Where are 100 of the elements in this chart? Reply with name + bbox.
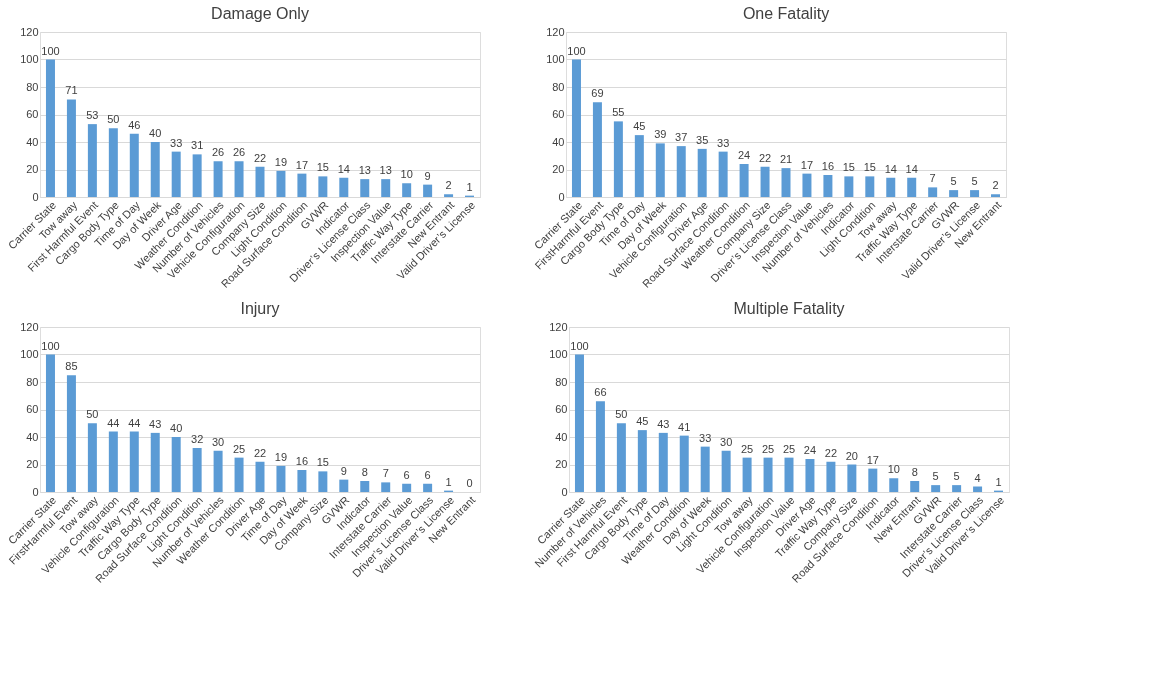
bar [66,375,76,492]
data-label: 10 [400,168,413,181]
data-label: 66 [594,386,607,399]
bar [423,483,433,492]
bar [676,146,686,197]
data-label: 9 [340,464,347,477]
bar [66,99,76,197]
data-label: 100 [41,44,60,57]
bar [423,184,433,197]
data-label: 71 [65,84,78,97]
bar [991,194,1001,197]
data-label: 22 [253,151,267,164]
bar [45,354,55,492]
data-label: 4 [974,471,981,484]
bar [108,431,118,492]
bar [613,121,623,197]
bar [276,465,286,492]
bar [297,173,307,197]
data-label: 14 [337,162,350,175]
bar [742,457,752,492]
data-label: 35 [696,133,709,146]
y-tick-label: 40 [555,430,568,443]
y-tick-label: 40 [26,430,39,443]
bar [360,179,370,197]
data-label: 53 [86,109,99,122]
y-tick-label: 100 [20,348,39,360]
data-label: 39 [654,128,667,141]
data-label: 8 [911,466,918,478]
bar [108,128,118,197]
y-tick-label: 60 [26,403,39,415]
bar [150,142,160,197]
data-label: 44 [128,416,141,429]
bar [616,423,626,492]
y-tick-label: 60 [555,403,568,415]
bar [973,486,983,492]
data-label: 43 [657,417,670,430]
data-label: 50 [107,113,120,126]
data-label: 85 [65,360,78,373]
bar [45,59,55,197]
data-label: 14 [905,162,918,175]
data-label: 30 [211,435,225,448]
data-label: 19 [274,155,288,168]
bar [171,151,181,197]
data-label: 6 [403,468,410,481]
y-tick-label: 60 [26,108,39,120]
data-label: 55 [612,106,625,119]
y-tick-label: 100 [549,348,568,360]
data-label: 7 [382,467,389,480]
data-label: 32 [191,433,204,445]
data-label: 22 [253,446,267,459]
y-tick-label: 80 [26,80,39,93]
bar [595,401,605,492]
data-label: 50 [615,408,628,421]
y-tick-label: 120 [549,320,568,333]
data-label: 26 [232,146,246,159]
data-label: 1 [466,180,473,193]
y-tick-label: 80 [552,80,565,93]
data-label: 16 [295,455,309,467]
data-label: 33 [699,431,712,444]
bar [381,482,391,492]
bar [739,164,749,197]
bar [255,166,265,197]
bar [802,173,812,197]
data-label: 5 [932,470,939,483]
data-label: 45 [636,415,649,428]
data-label: 33 [717,136,730,149]
bar [318,471,328,492]
bar [402,483,412,492]
bar [402,183,412,197]
data-label: 15 [316,456,329,469]
data-label: 69 [591,87,604,100]
data-label: 2 [445,179,452,192]
data-label: 19 [274,450,288,463]
y-tick-label: 100 [20,53,39,65]
data-label: 26 [211,146,225,159]
bar [444,194,454,197]
data-label: 100 [41,339,60,352]
bar [928,187,938,197]
bar [339,479,349,492]
bar [763,457,773,492]
bar [952,485,962,492]
bar [150,432,160,492]
bar [339,177,349,197]
data-label: 13 [358,164,371,177]
bar [381,179,391,197]
bar [721,450,731,492]
data-label: 17 [866,453,879,466]
data-label: 15 [863,161,876,174]
bar [910,481,920,492]
bar [129,431,139,492]
data-label: 40 [170,422,183,434]
data-label: 0 [466,477,473,489]
bar [781,168,791,197]
bar [318,176,328,197]
data-label: 25 [782,442,796,455]
bar [234,161,244,197]
bar [234,457,244,492]
bar [655,143,665,197]
y-tick-label: 20 [26,163,39,175]
bar [760,166,770,197]
